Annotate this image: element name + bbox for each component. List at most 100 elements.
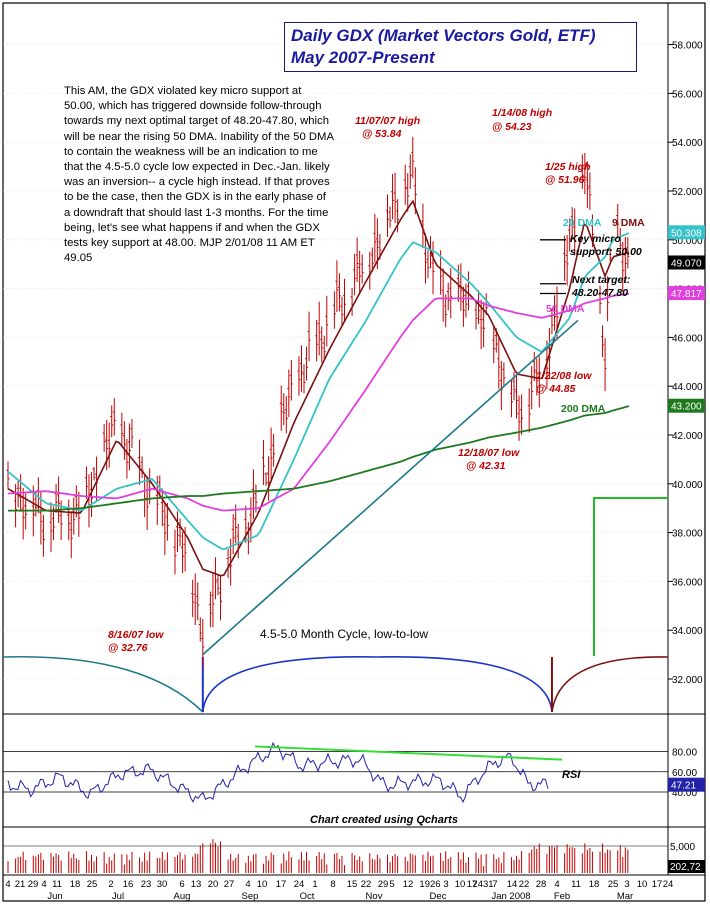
price-bar: [67, 499, 71, 541]
rsi-panel: [3, 741, 668, 804]
price-badge-label: 50.308: [671, 228, 702, 239]
price-bar: [332, 291, 336, 329]
rsi-line: [7, 741, 549, 804]
date-tick-label: 25: [608, 879, 619, 890]
price-bar: [77, 491, 81, 537]
rsi-tick-label: 80.00: [672, 748, 697, 759]
price-bar: [138, 439, 142, 485]
price-bar: [585, 161, 589, 208]
price-bar: [342, 278, 346, 323]
price-bar: [552, 295, 556, 331]
price-bar: [282, 393, 286, 426]
price-bar: [112, 398, 116, 436]
date-tick-label: 3: [443, 879, 448, 890]
price-bar: [140, 456, 144, 478]
date-tick-label: 1: [312, 879, 317, 890]
date-tick-label: 4: [41, 879, 46, 890]
price-bar: [208, 591, 212, 628]
price-bar: [267, 456, 271, 501]
price-tick-label: 54.000: [672, 138, 703, 149]
price-bar: [69, 511, 73, 559]
cycle-arc-main: [202, 656, 553, 713]
date-tick-label: 23: [141, 879, 152, 890]
cycle-arc-left: [3, 655, 204, 713]
date-tick-label: 29: [378, 879, 389, 890]
annotation-next-target-line2: 48.20-47.80: [571, 287, 628, 299]
annotation-high-jan-line1: 1/14/08 high: [492, 107, 552, 119]
date-tick-label: 24: [663, 879, 674, 890]
price-bar: [21, 487, 25, 540]
price-bar: [502, 362, 506, 386]
date-month-label: Mar: [617, 891, 633, 902]
annotation-high-nov: 11/07/07 high @ 53.84: [355, 115, 420, 140]
price-bar: [107, 422, 111, 468]
price-bar: [403, 164, 407, 205]
date-tick-label: 18: [589, 879, 600, 890]
price-bar: [358, 250, 362, 295]
date-tick-label: 10: [637, 879, 648, 890]
price-bar: [289, 360, 293, 401]
price-badge: [668, 286, 705, 301]
price-bar: [355, 237, 359, 283]
price-bar: [391, 174, 395, 220]
annotation-low-jan22-line2: @ 44.85: [536, 383, 576, 395]
price-bar: [580, 154, 584, 189]
price-bar: [621, 241, 625, 292]
date-tick-label: 4: [245, 879, 250, 890]
price-bar: [317, 301, 321, 356]
date-tick-label: 11: [52, 879, 62, 890]
price-bar: [307, 311, 311, 362]
price-bar: [527, 388, 531, 433]
annotation-high-nov-line1: 11/07/07 high: [355, 115, 420, 127]
date-tick-label: 22: [519, 879, 530, 890]
date-tick-label: 30: [157, 879, 168, 890]
date-tick-label: 14: [507, 879, 518, 890]
price-bar: [386, 194, 389, 237]
date-tick-label: 17: [652, 879, 663, 890]
annotation-high-jan25-line2: @ 51.96: [545, 174, 585, 186]
price-tick-label: 40.000: [672, 480, 703, 491]
price-bar: [568, 218, 572, 252]
date-tick-label: 8: [330, 879, 335, 890]
date-tick-label: 18: [70, 879, 81, 890]
credit-label: Chart created using Qcharts: [310, 814, 458, 826]
date-month-label: Feb: [554, 891, 570, 902]
price-bar: [57, 476, 61, 524]
price-bar: [52, 506, 56, 541]
price-bar: [411, 136, 415, 179]
price-bar: [396, 199, 400, 233]
annotation-low-dec: 12/18/07 low @ 42.31: [458, 447, 520, 472]
annotation-high-nov-line2: @ 53.84: [362, 128, 402, 140]
price-bar: [41, 514, 45, 557]
price-bar: [213, 557, 217, 600]
price-bar: [474, 300, 478, 330]
price-tick-label: 50.000: [672, 236, 703, 247]
price-bar: [464, 283, 468, 318]
price-badge-label: 47.817: [671, 289, 702, 300]
price-bar: [178, 518, 182, 547]
price-bar: [193, 573, 197, 626]
price-bar: [14, 484, 18, 528]
rsi-badge: [668, 777, 705, 792]
uptrend-line: [202, 319, 579, 656]
price-bar: [299, 345, 303, 392]
date-tick-label: 10: [455, 879, 466, 890]
date-tick-label: 17: [467, 879, 478, 890]
annotation-high-jan: 1/14/08 high @ 54.23: [492, 107, 552, 133]
price-bar: [163, 503, 167, 556]
price-bar: [573, 208, 577, 256]
rsi-tick-label: 40.00: [672, 788, 697, 799]
price-badge-label: 43.200: [671, 402, 702, 413]
date-tick-label: 22: [361, 879, 372, 890]
date-tick-label: 13: [191, 879, 202, 890]
date-tick-label: 17: [276, 879, 287, 890]
annotation-low-dec-line2: @ 42.31: [466, 460, 506, 472]
price-bar: [236, 523, 240, 559]
price-tick-label: 52.000: [672, 187, 703, 198]
price-bar: [444, 294, 448, 328]
price-tick-label: 36.000: [672, 577, 703, 588]
price-bar: [234, 504, 238, 544]
price-bar: [160, 488, 164, 527]
price-bar: [337, 273, 341, 312]
